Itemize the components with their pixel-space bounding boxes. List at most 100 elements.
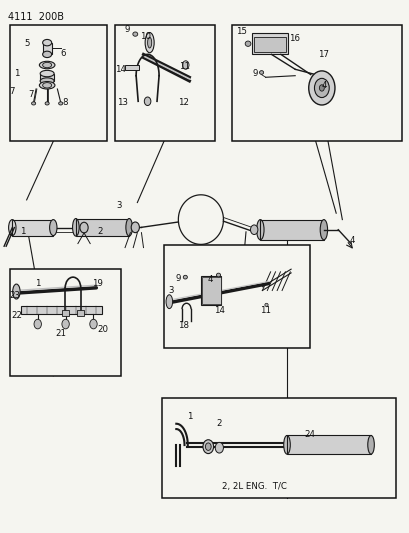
Text: 11: 11 (179, 62, 189, 71)
Text: 19: 19 (92, 279, 103, 288)
Text: 23: 23 (9, 292, 20, 300)
Text: 9: 9 (252, 69, 257, 78)
Circle shape (62, 319, 69, 329)
Bar (164, 245, 309, 348)
Bar (43, 43, 52, 54)
Ellipse shape (283, 435, 290, 454)
Text: 1: 1 (186, 413, 192, 421)
Ellipse shape (43, 83, 52, 88)
Text: 2, 2L ENG.  T/C: 2, 2L ENG. T/C (221, 482, 286, 490)
Bar (260, 220, 323, 240)
Text: 14: 14 (213, 306, 224, 314)
Bar (201, 277, 220, 304)
Text: 1: 1 (14, 69, 20, 78)
Text: 5: 5 (24, 39, 29, 48)
Bar (77, 310, 83, 316)
Ellipse shape (133, 32, 137, 36)
Ellipse shape (245, 41, 250, 46)
Bar (76, 219, 129, 236)
Ellipse shape (40, 70, 54, 77)
Circle shape (319, 85, 324, 91)
Text: 13: 13 (117, 98, 127, 107)
Text: 21: 21 (55, 329, 66, 337)
Circle shape (34, 319, 41, 329)
Ellipse shape (45, 102, 49, 105)
Circle shape (205, 443, 211, 450)
Ellipse shape (13, 284, 20, 299)
Ellipse shape (319, 220, 327, 240)
Bar (115, 25, 215, 141)
Ellipse shape (126, 219, 132, 236)
Bar (162, 398, 395, 498)
Text: 6: 6 (61, 49, 66, 58)
Text: 1: 1 (20, 228, 25, 236)
Ellipse shape (216, 273, 220, 277)
Text: 8: 8 (63, 98, 68, 107)
Ellipse shape (166, 295, 172, 309)
Circle shape (250, 225, 257, 235)
Bar (252, 33, 288, 54)
Ellipse shape (58, 102, 63, 105)
Bar (286, 435, 370, 454)
Ellipse shape (43, 39, 52, 46)
Ellipse shape (145, 33, 154, 53)
Bar (76, 219, 129, 236)
Bar (254, 37, 285, 52)
Bar (125, 65, 139, 70)
Circle shape (90, 319, 97, 329)
Bar (286, 435, 370, 454)
Ellipse shape (9, 220, 16, 236)
Ellipse shape (147, 37, 151, 48)
Ellipse shape (264, 303, 267, 306)
Text: 2: 2 (97, 228, 103, 236)
Text: 4: 4 (321, 81, 327, 90)
Text: 15: 15 (236, 28, 247, 36)
Circle shape (314, 78, 328, 98)
Bar (10, 269, 121, 376)
Text: 7: 7 (9, 87, 15, 96)
Circle shape (202, 440, 213, 454)
Ellipse shape (43, 51, 52, 58)
Ellipse shape (39, 82, 55, 89)
Text: 2: 2 (216, 419, 222, 428)
Text: 3: 3 (116, 201, 121, 209)
Circle shape (131, 222, 139, 232)
Text: 12: 12 (178, 98, 189, 107)
Text: 4: 4 (349, 237, 355, 245)
Ellipse shape (367, 435, 373, 454)
Text: 20: 20 (98, 325, 108, 334)
Circle shape (144, 97, 151, 106)
Ellipse shape (43, 62, 52, 68)
Circle shape (215, 442, 223, 453)
Circle shape (182, 61, 189, 69)
Text: 10: 10 (140, 32, 151, 41)
Text: 4111  200B: 4111 200B (8, 12, 64, 22)
Ellipse shape (72, 219, 79, 236)
Text: 14: 14 (115, 65, 126, 74)
Ellipse shape (256, 220, 263, 240)
Ellipse shape (49, 220, 57, 236)
Text: 7: 7 (28, 91, 34, 99)
Text: 1: 1 (35, 279, 40, 288)
Text: 11: 11 (260, 306, 270, 314)
Text: 24: 24 (303, 430, 314, 439)
Text: 4: 4 (207, 275, 212, 284)
Text: 3: 3 (168, 286, 174, 295)
Ellipse shape (39, 61, 55, 69)
Bar (200, 276, 221, 305)
Circle shape (80, 222, 88, 233)
Bar (260, 220, 323, 240)
Bar (12, 220, 53, 236)
Text: 17: 17 (318, 50, 328, 59)
Bar (40, 74, 54, 81)
Ellipse shape (259, 70, 263, 74)
Bar (231, 25, 401, 141)
Circle shape (308, 71, 334, 105)
Text: 18: 18 (178, 321, 189, 329)
Bar (10, 25, 106, 141)
Text: 22: 22 (11, 311, 22, 320)
Text: 9: 9 (175, 274, 181, 282)
Ellipse shape (183, 275, 187, 279)
Bar (21, 306, 102, 314)
Ellipse shape (40, 78, 54, 84)
